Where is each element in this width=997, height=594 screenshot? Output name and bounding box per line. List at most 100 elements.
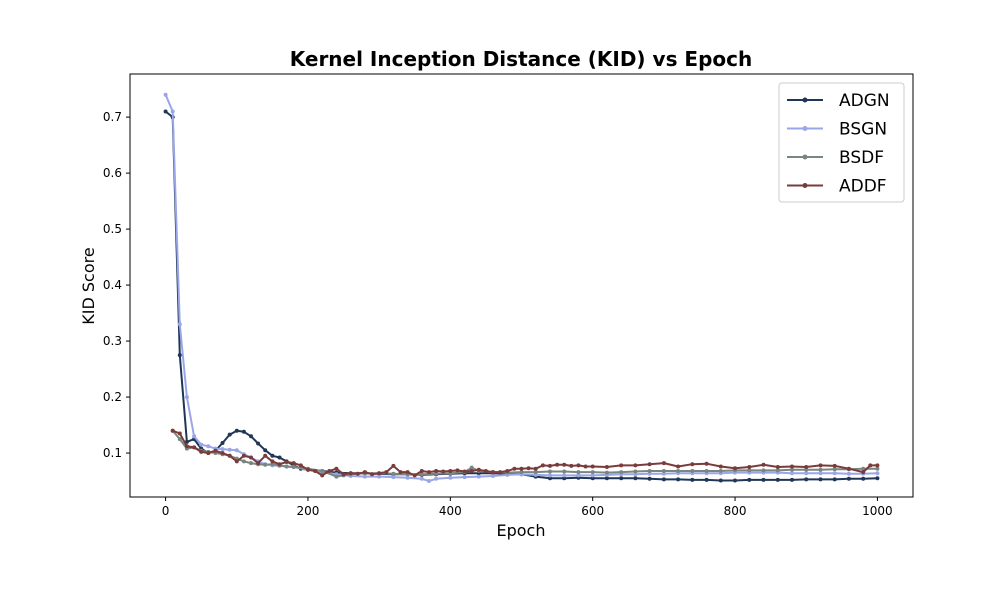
x-tick-label: 400 (439, 504, 462, 518)
data-point (455, 468, 460, 473)
data-point (562, 476, 567, 481)
data-point (249, 455, 253, 460)
chart-title: Kernel Inception Distance (KID) vs Epoch (290, 47, 753, 71)
data-point (647, 476, 652, 481)
data-point (661, 471, 666, 476)
data-point (576, 470, 581, 475)
data-point (184, 444, 189, 449)
data-point (832, 477, 837, 482)
data-point (412, 473, 417, 478)
data-point (861, 466, 866, 471)
data-point (498, 470, 503, 475)
data-point (747, 465, 752, 469)
data-point (519, 466, 524, 471)
data-point (234, 448, 239, 453)
data-point (718, 464, 723, 469)
data-point (633, 463, 638, 468)
data-point (427, 470, 431, 475)
data-point (277, 462, 282, 467)
data-point (334, 466, 339, 471)
data-point (775, 477, 780, 482)
data-point (377, 474, 382, 479)
data-point (576, 473, 581, 478)
data-point (676, 469, 681, 473)
y-tick-label: 0.2 (103, 390, 122, 404)
data-point (604, 470, 609, 475)
data-point (790, 464, 794, 469)
legend-marker (802, 154, 808, 160)
data-point (263, 453, 268, 458)
data-point (270, 453, 275, 458)
data-point (647, 469, 652, 473)
data-point (241, 453, 246, 458)
data-point (491, 474, 495, 478)
data-point (419, 472, 424, 477)
data-point (562, 462, 567, 467)
data-point (690, 477, 695, 482)
data-point (249, 461, 253, 466)
data-point (704, 477, 709, 482)
data-point (733, 478, 737, 483)
data-point (818, 467, 823, 472)
data-point (405, 470, 410, 475)
data-point (434, 471, 439, 476)
data-point (540, 463, 545, 468)
data-point (256, 441, 261, 446)
data-point (306, 467, 310, 472)
data-point (220, 441, 225, 445)
data-point (619, 463, 624, 468)
data-point (832, 463, 837, 468)
data-point (448, 469, 453, 473)
data-point (241, 459, 246, 464)
data-point (690, 462, 695, 467)
data-point (213, 448, 218, 453)
data-point (398, 470, 403, 475)
data-point (234, 428, 239, 433)
data-point (875, 463, 880, 468)
y-tick-label: 0.4 (103, 278, 122, 292)
data-point (790, 477, 794, 482)
data-point (469, 469, 474, 473)
data-point (192, 445, 197, 450)
data-point (177, 322, 182, 327)
data-point (163, 109, 168, 114)
data-point (846, 471, 851, 476)
data-point (533, 466, 538, 471)
data-point (562, 473, 567, 478)
data-point (690, 469, 695, 473)
data-point (220, 447, 225, 452)
data-point (291, 465, 296, 469)
data-point (868, 463, 873, 468)
data-point (526, 466, 531, 471)
x-axis-ticks: 0 200 400 600 800 1000 (162, 497, 893, 518)
data-point (804, 465, 809, 469)
data-point (206, 444, 211, 449)
data-point (548, 476, 552, 481)
data-point (790, 467, 794, 472)
data-point (704, 469, 709, 473)
data-point (483, 469, 488, 473)
data-point (604, 476, 609, 481)
data-point (647, 462, 652, 467)
legend-marker (802, 183, 808, 188)
data-point (327, 469, 332, 473)
data-point (476, 474, 481, 479)
data-point (476, 467, 481, 472)
data-point (391, 475, 396, 480)
data-point (875, 471, 880, 476)
data-point (576, 463, 581, 468)
data-point (718, 469, 723, 473)
data-point (227, 432, 232, 437)
data-point (370, 472, 374, 477)
data-point (832, 471, 837, 476)
data-point (491, 470, 495, 475)
x-tick-label: 800 (724, 504, 747, 518)
data-point (569, 463, 574, 468)
x-tick-label: 1000 (862, 504, 893, 518)
data-point (519, 470, 524, 475)
data-point (206, 451, 211, 455)
data-point (284, 464, 289, 469)
data-point (804, 477, 809, 482)
legend-marker (802, 126, 808, 131)
